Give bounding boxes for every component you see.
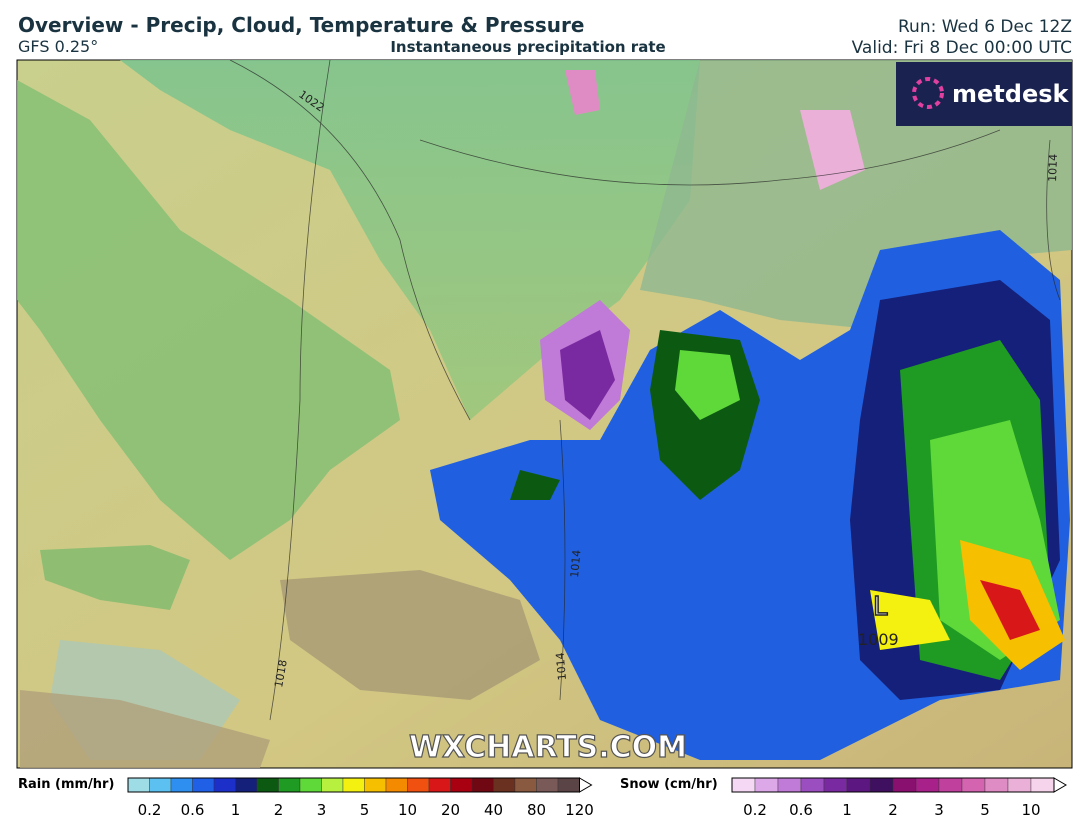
map-area: [16, 59, 1073, 769]
color-swatch: [385, 777, 408, 793]
colorbar-label: 1: [231, 801, 241, 819]
isobar-label: 1014: [1046, 154, 1060, 182]
color-swatch: [149, 777, 172, 793]
color-swatch: [938, 777, 963, 793]
color-swatch: [278, 777, 301, 793]
color-swatch: [192, 777, 215, 793]
color-swatch: [823, 777, 848, 793]
color-swatch: [961, 777, 986, 793]
color-swatch: [800, 777, 825, 793]
color-swatch: [536, 777, 559, 793]
color-swatch: [915, 777, 940, 793]
colorbar-label: 0.2: [743, 801, 767, 819]
color-swatch: [471, 777, 494, 793]
color-swatch: [514, 777, 537, 793]
colorbar-arrow: [579, 777, 593, 793]
color-swatch: [892, 777, 917, 793]
colorbar-label: 10: [398, 801, 417, 819]
colorbar-label: 2: [888, 801, 898, 819]
colorbar-frame: [127, 777, 580, 793]
color-swatch: [1030, 777, 1055, 793]
colorbar-label: 10: [1021, 801, 1040, 819]
color-swatch: [984, 777, 1009, 793]
color-swatch: [364, 777, 387, 793]
colorbar-label: 5: [360, 801, 370, 819]
colorbar-label: 0.6: [181, 801, 205, 819]
rain-legend-title: Rain (mm/hr): [18, 777, 114, 792]
colorbar-label: 2: [274, 801, 284, 819]
color-swatch: [235, 777, 258, 793]
colorbar-label: 0.6: [789, 801, 813, 819]
subtitle: Instantaneous precipitation rate: [390, 38, 665, 56]
color-swatch: [428, 777, 451, 793]
colorbar-label: 20: [441, 801, 460, 819]
color-swatch: [777, 777, 802, 793]
run-time: Run: Wed 6 Dec 12Z: [898, 17, 1072, 37]
color-swatch: [256, 777, 279, 793]
colorbar-label: 5: [980, 801, 990, 819]
colorbar-label: 40: [484, 801, 503, 819]
snow-legend-title: Snow (cm/hr): [620, 777, 718, 792]
color-swatch: [321, 777, 344, 793]
color-swatch: [299, 777, 322, 793]
colorbar-label: 1: [842, 801, 852, 819]
low-pressure: 1009: [858, 630, 899, 649]
model: GFS 0.25°: [18, 37, 98, 56]
colorbar-label: 80: [527, 801, 546, 819]
title: Overview - Precip, Cloud, Temperature & …: [18, 13, 584, 37]
colorbar-label: 3: [934, 801, 944, 819]
color-swatch: [213, 777, 236, 793]
colorbar-label: 120: [565, 801, 594, 819]
colorbar-frame: [731, 777, 1055, 793]
colorbar-arrow: [1053, 777, 1067, 793]
isobar-label: 1018: [272, 659, 290, 689]
color-swatch: [1007, 777, 1032, 793]
color-swatch: [754, 777, 779, 793]
colorbar-label: 0.2: [138, 801, 162, 819]
color-swatch: [127, 777, 150, 793]
low-marker: L: [873, 592, 888, 622]
isobar-label: 1014: [568, 549, 583, 578]
isobar-label: 1014: [554, 652, 569, 681]
color-swatch: [170, 777, 193, 793]
color-swatch: [493, 777, 516, 793]
color-swatch: [342, 777, 365, 793]
brand-box: [896, 62, 1072, 126]
color-swatch: [846, 777, 871, 793]
colorbar-label: 3: [317, 801, 327, 819]
color-swatch: [731, 777, 756, 793]
color-swatch: [450, 777, 473, 793]
color-swatch: [407, 777, 430, 793]
brand: metdesk: [952, 80, 1070, 108]
valid-time: Valid: Fri 8 Dec 00:00 UTC: [852, 38, 1072, 58]
color-swatch: [869, 777, 894, 793]
watermark: WXCHARTS.COM: [409, 730, 687, 765]
color-swatch: [557, 777, 580, 793]
